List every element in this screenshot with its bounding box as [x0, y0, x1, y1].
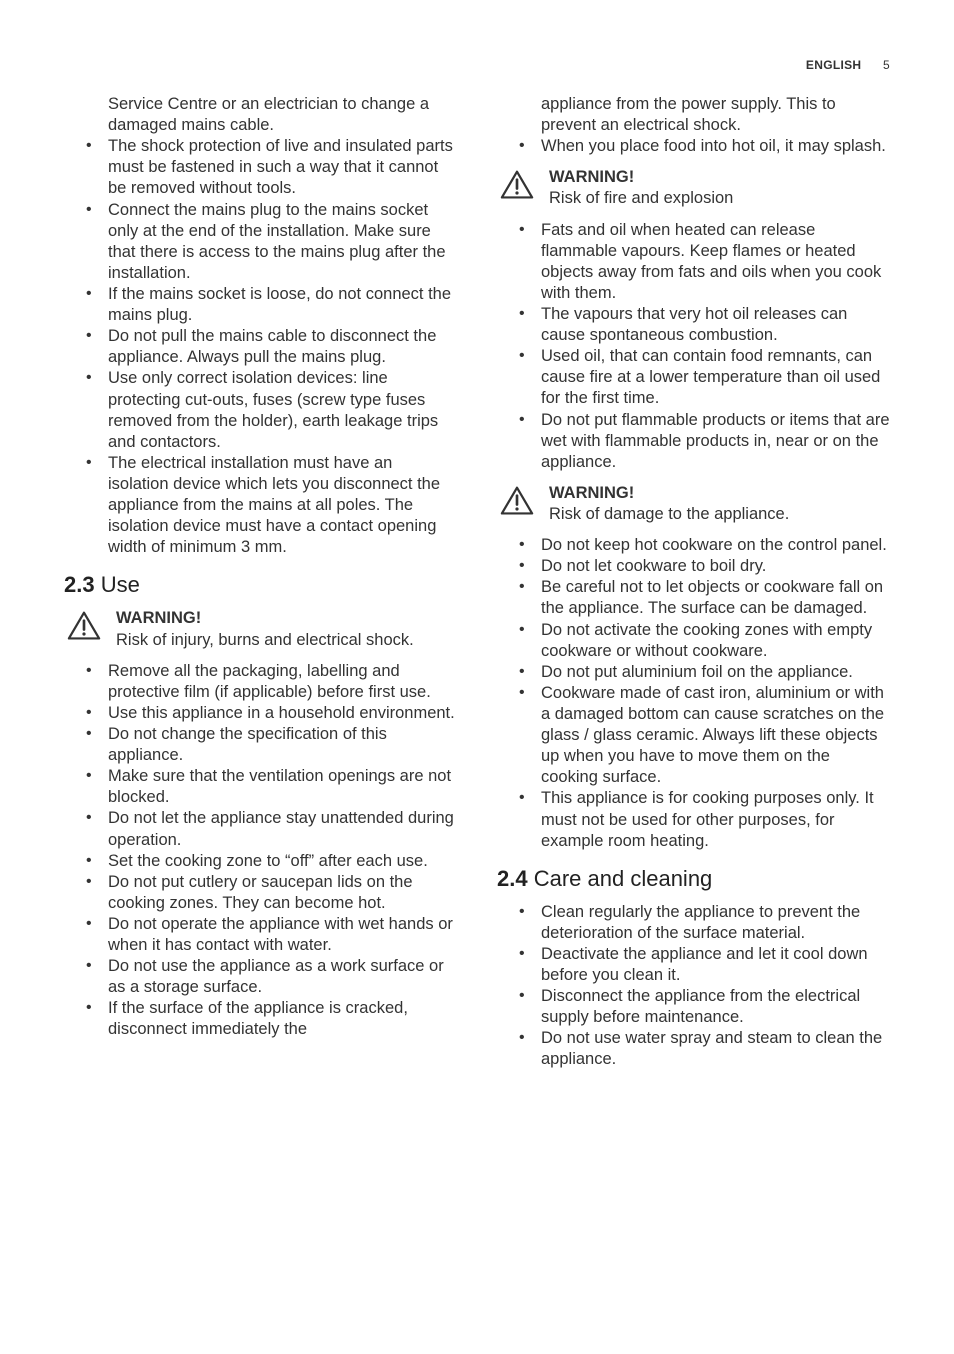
use-list: Remove all the packaging, labelling and …	[64, 661, 457, 1041]
list-item: The vapours that very hot oil releases c…	[541, 304, 890, 346]
warning-text: WARNING! Risk of damage to the appliance…	[549, 483, 789, 525]
list-item: Do not pull the mains cable to disconnec…	[108, 326, 457, 368]
warning-body: Risk of damage to the appliance.	[549, 505, 789, 523]
list-item: Do not operate the appliance with wet ha…	[108, 914, 457, 956]
list-item: If the mains socket is loose, do not con…	[108, 284, 457, 326]
list-item: Do not use the appliance as a work surfa…	[108, 956, 457, 998]
list-item: If the surface of the appliance is crack…	[108, 998, 457, 1040]
list-item: Do not let cookware to boil dry.	[541, 556, 890, 577]
warning-block-damage: WARNING! Risk of damage to the appliance…	[497, 483, 890, 525]
warning-block-fire: WARNING! Risk of fire and explosion	[497, 167, 890, 209]
content-columns: Service Centre or an electrician to chan…	[64, 94, 890, 1071]
section-title: Use	[101, 572, 140, 597]
section-2-3-heading: 2.3 Use	[64, 572, 457, 598]
damage-list: Do not keep hot cookware on the control …	[497, 535, 890, 852]
list-item: This appliance is for cooking purposes o…	[541, 788, 890, 851]
fire-list: Fats and oil when heated can release fla…	[497, 220, 890, 473]
list-item: Use this appliance in a household enviro…	[108, 703, 457, 724]
list-item: Clean regularly the appliance to prevent…	[541, 902, 890, 944]
warning-triangle-icon	[66, 610, 102, 647]
list-item: Remove all the packaging, labelling and …	[108, 661, 457, 703]
list-item: Do not change the specification of this …	[108, 724, 457, 766]
list-item: Do not use water spray and steam to clea…	[541, 1028, 890, 1070]
warning-title: WARNING!	[549, 167, 733, 188]
list-item: Fats and oil when heated can release fla…	[541, 220, 890, 304]
left-column: Service Centre or an electrician to chan…	[64, 94, 457, 1071]
warning-triangle-icon	[499, 485, 535, 522]
list-item: Disconnect the appliance from the electr…	[541, 986, 890, 1028]
use-list-cont: When you place food into hot oil, it may…	[497, 136, 890, 157]
warning-title: WARNING!	[116, 608, 414, 629]
list-item: Do not put aluminium foil on the applian…	[541, 662, 890, 683]
section-2-4-heading: 2.4 Care and cleaning	[497, 866, 890, 892]
warning-title: WARNING!	[549, 483, 789, 504]
list-item: Cookware made of cast iron, aluminium or…	[541, 683, 890, 789]
care-list: Clean regularly the appliance to prevent…	[497, 902, 890, 1071]
list-item: Set the cooking zone to “off” after each…	[108, 851, 457, 872]
list-item: Connect the mains plug to the mains sock…	[108, 200, 457, 284]
list-item: When you place food into hot oil, it may…	[541, 136, 890, 157]
list-item: The shock protection of live and insulat…	[108, 136, 457, 199]
list-item: Make sure that the ventilation openings …	[108, 766, 457, 808]
right-column: appliance from the power supply. This to…	[497, 94, 890, 1071]
page-header: ENGLISH 5	[64, 58, 890, 72]
list-item: Do not keep hot cookware on the control …	[541, 535, 890, 556]
warning-block-injury: WARNING! Risk of injury, burns and elect…	[64, 608, 457, 650]
list-item: Used oil, that can contain food remnants…	[541, 346, 890, 409]
warning-text: WARNING! Risk of injury, burns and elect…	[116, 608, 414, 650]
header-page-number: 5	[883, 58, 890, 72]
list-item: Do not activate the cooking zones with e…	[541, 620, 890, 662]
section-number: 2.3	[64, 572, 95, 597]
use-lead-continuation: appliance from the power supply. This to…	[497, 94, 890, 136]
install-list: The shock protection of live and insulat…	[64, 136, 457, 558]
list-item: Use only correct isolation devices: line…	[108, 368, 457, 452]
warning-body: Risk of fire and explosion	[549, 189, 733, 207]
list-item: Do not let the appliance stay unattended…	[108, 808, 457, 850]
header-language: ENGLISH	[806, 58, 861, 72]
list-item: The electrical installation must have an…	[108, 453, 457, 559]
warning-body: Risk of injury, burns and electrical sho…	[116, 631, 414, 649]
install-lead-text: Service Centre or an electrician to chan…	[64, 94, 457, 136]
list-item: Do not put flammable products or items t…	[541, 410, 890, 473]
list-item: Deactivate the appliance and let it cool…	[541, 944, 890, 986]
warning-text: WARNING! Risk of fire and explosion	[549, 167, 733, 209]
section-title: Care and cleaning	[534, 866, 713, 891]
list-item: Be careful not to let objects or cookwar…	[541, 577, 890, 619]
list-item: Do not put cutlery or saucepan lids on t…	[108, 872, 457, 914]
warning-triangle-icon	[499, 169, 535, 206]
section-number: 2.4	[497, 866, 528, 891]
